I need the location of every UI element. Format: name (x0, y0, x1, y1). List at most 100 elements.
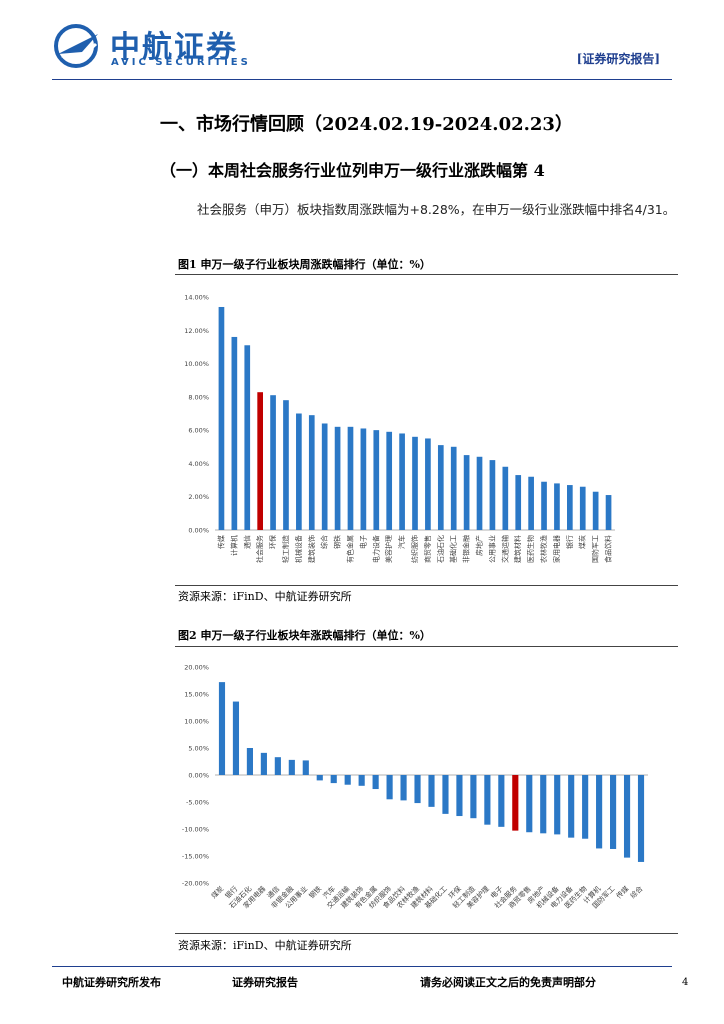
bar (270, 395, 276, 530)
logo-icon (54, 24, 98, 68)
bar (567, 485, 573, 530)
y-tick-label: 6.00% (188, 427, 209, 435)
bar (218, 306, 225, 530)
bar (515, 475, 522, 530)
x-tick-label: 石油石化 (436, 535, 445, 563)
x-tick-label: 纺织服饰 (410, 535, 419, 563)
bar (260, 752, 267, 775)
bar (344, 775, 351, 785)
bar (283, 400, 289, 530)
x-tick-label: 房地产 (475, 535, 484, 556)
x-tick-label: 社会服务 (255, 535, 264, 563)
bar (358, 775, 365, 786)
x-tick-label: 电子 (358, 535, 367, 549)
bar (498, 775, 505, 827)
x-tick-label: 公用事业 (487, 535, 496, 563)
bar (579, 486, 586, 530)
bar (463, 455, 470, 530)
bar (605, 495, 612, 530)
x-tick-label: 通信 (242, 535, 251, 549)
figure-rule (175, 933, 678, 934)
y-tick-label: 4.00% (188, 460, 209, 468)
y-tick-label: 14.00% (184, 294, 209, 302)
figure-caption: 图1 申万一级子行业板块周涨跌幅排行（单位：%） (178, 258, 431, 271)
bar (526, 775, 533, 833)
x-tick-label: 国防军工 (591, 535, 600, 563)
bar (257, 392, 263, 530)
x-tick-label: 农林牧渔 (539, 535, 548, 563)
bar (321, 423, 328, 530)
figure-source: 资源来源：iFinD、中航证券研究所 (178, 590, 352, 603)
bar (232, 701, 240, 775)
x-tick-label: 轻工制造 (281, 535, 290, 563)
y-tick-label: 10.00% (184, 718, 209, 726)
x-tick-label: 综合 (320, 535, 329, 549)
x-tick-label: 机械设备 (294, 535, 303, 563)
bar (610, 775, 617, 849)
bar (512, 775, 519, 831)
bar (437, 445, 444, 530)
bar (316, 775, 323, 781)
page-number: 4 (682, 977, 689, 988)
bar (554, 483, 560, 530)
x-tick-label: 建筑装饰 (307, 535, 316, 563)
header-rule (52, 79, 672, 80)
bar (554, 775, 561, 835)
bar (302, 760, 309, 775)
paragraph: 社会服务（申万）板块指数周涨跌幅为+8.28%，在申万一级行业涨跌幅中排名4/3… (197, 202, 676, 217)
x-tick-label: 煤炭 (209, 884, 225, 900)
bar (568, 775, 575, 838)
x-tick-label: 非银金融 (462, 535, 471, 563)
bar (308, 415, 315, 530)
figure-rule (175, 274, 678, 275)
x-tick-label: 商贸零售 (423, 535, 432, 563)
footer-center: 证券研究报告 (232, 976, 298, 989)
footer-rule (52, 966, 672, 967)
bar (582, 775, 589, 839)
bar (484, 775, 491, 825)
bar (400, 775, 407, 801)
x-tick-label: 银行 (565, 535, 574, 549)
bar (442, 775, 449, 814)
x-tick-label: 有色金属 (345, 535, 354, 563)
y-tick-label: 0.00% (188, 527, 209, 535)
x-tick-label: 环保 (268, 535, 277, 549)
x-tick-label: 钢铁 (307, 884, 323, 900)
bar (456, 775, 463, 817)
bar (528, 476, 534, 530)
bar (637, 775, 645, 862)
x-tick-label: 基础化工 (449, 535, 458, 563)
bar (592, 491, 599, 530)
y-tick-label: -20.00% (182, 880, 209, 888)
x-tick-label: 传媒 (614, 884, 630, 900)
bar (274, 757, 281, 775)
x-tick-label: 计算机 (229, 535, 238, 556)
bar (360, 428, 367, 530)
y-tick-label: -10.00% (182, 826, 209, 834)
bar (246, 748, 253, 775)
x-tick-label: 医药生物 (526, 535, 535, 563)
y-tick-label: 12.00% (184, 327, 209, 335)
x-tick-label: 汽车 (397, 535, 406, 549)
subsection-title: （一）本周社会服务行业位列申万一级行业涨跌幅第 4 (160, 161, 545, 180)
bar (347, 426, 354, 530)
bar (540, 775, 547, 834)
y-tick-label: 2.00% (188, 493, 209, 501)
x-tick-label: 电力设备 (371, 535, 380, 563)
logo-cn: 中航证券 (110, 30, 238, 65)
y-tick-label: 15.00% (184, 691, 209, 699)
y-tick-label: 5.00% (188, 745, 209, 753)
x-tick-label: 综合 (628, 884, 644, 900)
bar (489, 460, 496, 530)
bar (231, 336, 238, 530)
y-tick-label: 0.00% (188, 772, 209, 780)
bar (596, 775, 603, 849)
report-tag: [证券研究报告] (576, 52, 660, 66)
y-tick-label: 8.00% (188, 393, 209, 401)
x-tick-label: 煤炭 (578, 535, 587, 549)
bar (218, 682, 226, 775)
chart: 0.00% 2.00% 4.00% 6.00% 8.00% 10.00% 12.00% 14.… (184, 294, 615, 563)
x-tick-label: 美容护理 (384, 535, 393, 563)
figure-source: 资源来源：iFinD、中航证券研究所 (178, 939, 352, 952)
